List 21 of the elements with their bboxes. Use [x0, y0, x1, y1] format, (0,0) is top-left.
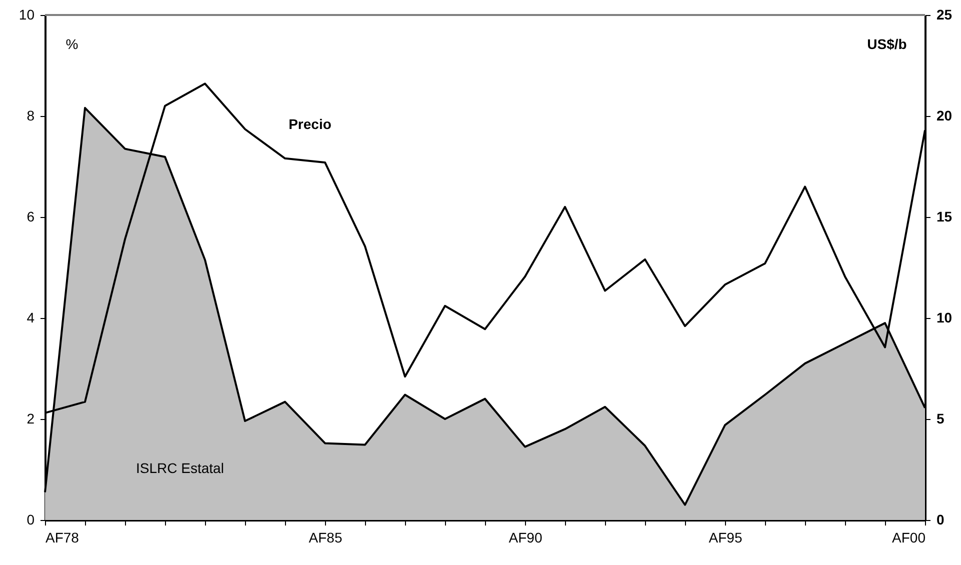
y2-tick-label: 0 — [936, 512, 944, 528]
x-tick-label: AF78 — [46, 530, 80, 546]
x-tick-label: AF95 — [708, 530, 742, 546]
y-axis-title: % — [66, 36, 78, 52]
y-tick-label: 6 — [26, 208, 35, 224]
series-label: Precio — [288, 116, 332, 132]
y2-tick-label: 10 — [936, 310, 952, 326]
x-tick-label: AF90 — [508, 530, 542, 546]
y2-tick-label: 25 — [936, 6, 952, 22]
y2-tick-label: 20 — [936, 108, 952, 124]
series-label: ISLRC Estatal — [136, 460, 224, 476]
y-tick-label: 10 — [18, 6, 35, 22]
y2-tick-label: 5 — [936, 410, 944, 426]
x-tick-label: AF00 — [892, 530, 926, 546]
y2-axis-title: US$/b — [867, 36, 907, 52]
y-tick-label: 8 — [26, 108, 35, 124]
y-tick-label: 4 — [26, 310, 35, 326]
y-tick-label: 0 — [26, 512, 35, 528]
y2-tick-label: 15 — [936, 208, 952, 224]
x-tick-label: AF85 — [308, 530, 342, 546]
y-tick-label: 2 — [26, 410, 35, 426]
